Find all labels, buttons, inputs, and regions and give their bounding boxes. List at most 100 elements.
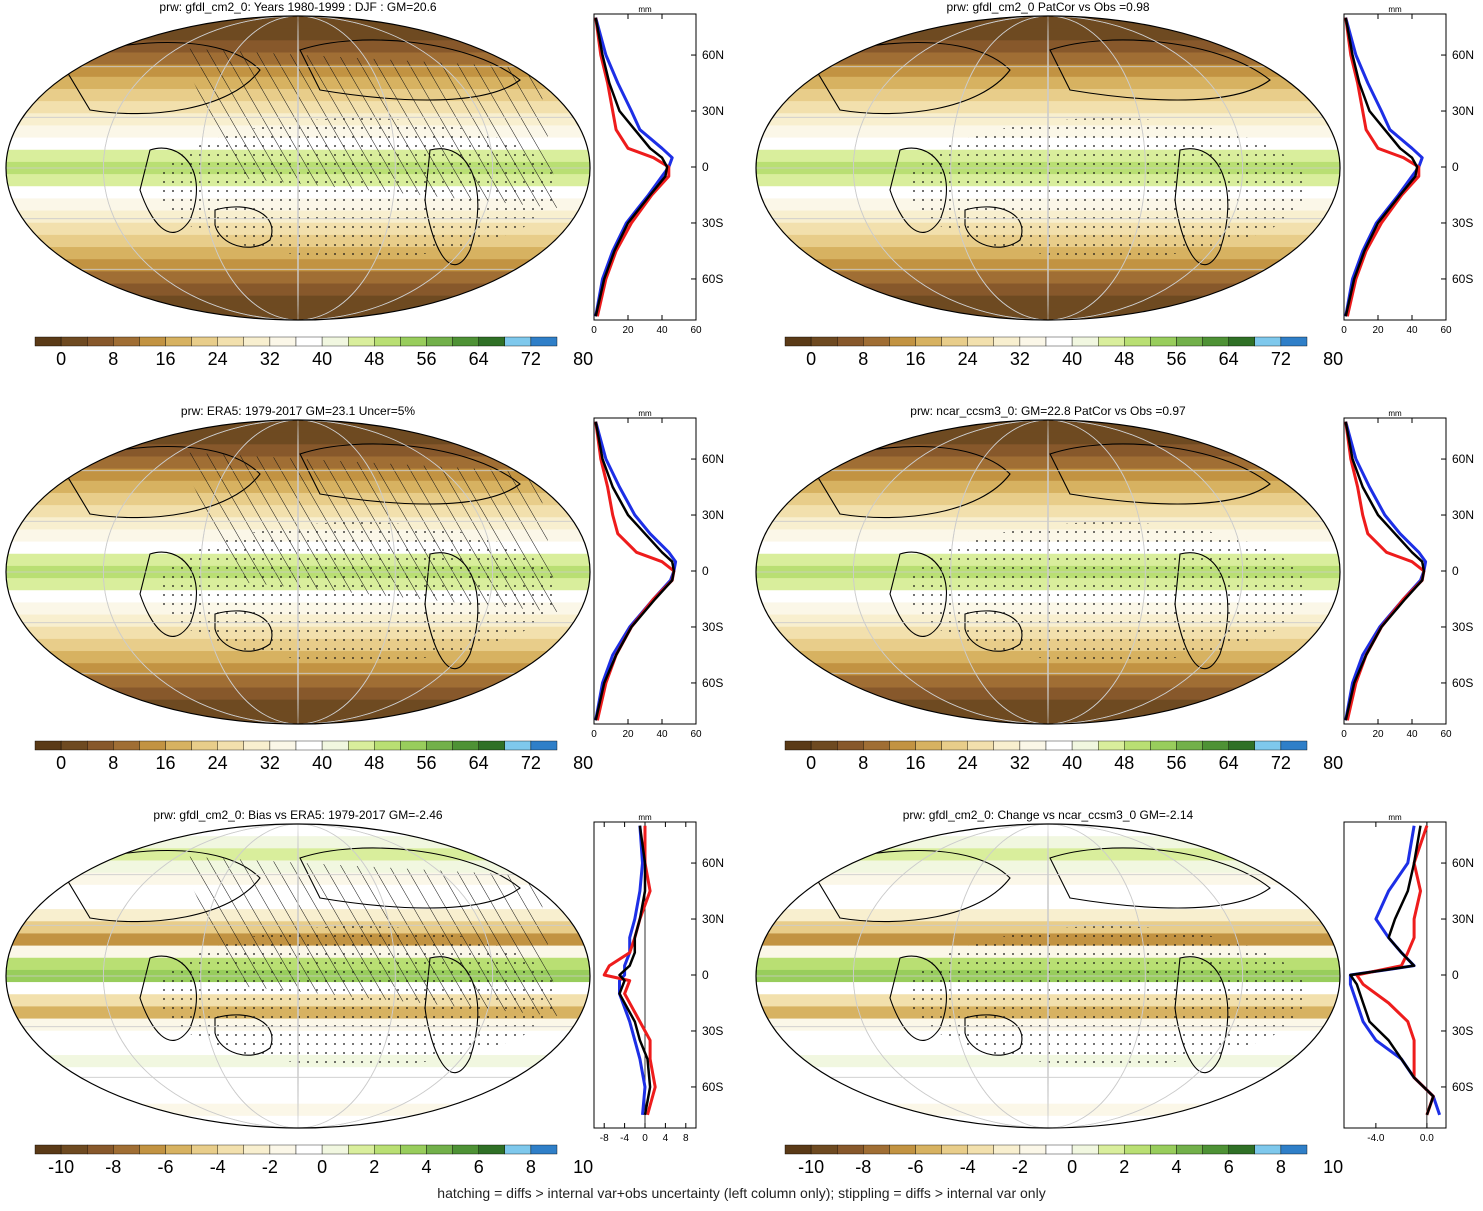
profile-ytick-label: 0 (702, 968, 709, 982)
colorbar-swatch (269, 336, 297, 347)
colorbar-swatch (1150, 1144, 1177, 1155)
colorbar-swatch (1202, 1144, 1229, 1155)
colorbar-label: 8 (858, 349, 868, 369)
colorbar-label: 10 (573, 1157, 593, 1177)
colorbar-label: 64 (469, 349, 489, 369)
colorbar-swatch (1124, 336, 1151, 347)
colorbar-label: 72 (521, 753, 541, 773)
colorbar: 0 8 16 24 32 40 48 56 64 72 80 (34, 336, 593, 369)
profile-xtick-label: 0 (591, 729, 597, 740)
colorbar-swatch (1019, 1144, 1047, 1155)
map-border (755, 15, 1341, 321)
profile-ytick-label: 60N (702, 452, 724, 466)
colorbar-swatch (348, 1144, 375, 1155)
profile-line-black (618, 825, 652, 1116)
map-band (756, 307, 1340, 320)
profile-ytick-label: 0 (1452, 968, 1459, 982)
colorbar-label: 16 (155, 753, 175, 773)
colorbar-swatch (1019, 740, 1047, 751)
colorbar-swatch (374, 740, 401, 751)
colorbar-swatch (810, 740, 838, 751)
colorbar-swatch (889, 336, 916, 347)
colorbar-label: 40 (1062, 753, 1082, 773)
colorbar-swatch (784, 336, 812, 347)
profile-ytick-label: 30N (1452, 912, 1474, 926)
colorbar-swatch (1280, 336, 1308, 347)
colorbar-label: -10 (48, 1157, 74, 1177)
profile-ytick-label: 30S (702, 1024, 723, 1038)
colorbar-swatch (1150, 740, 1177, 751)
coastline (1049, 847, 1271, 909)
profile-ytick-label: 30S (1452, 620, 1473, 634)
map-band (6, 663, 590, 677)
colorbar-swatch (1098, 1144, 1125, 1155)
map-band (756, 1091, 1340, 1105)
panel-2: prw: gfdl_cm2_0 PatCor vs Obs =0.98 0 8 16 2… (755, 0, 1474, 369)
map-band (756, 259, 1340, 273)
map-band (756, 271, 1340, 285)
colorbar-label: 64 (1219, 753, 1239, 773)
colorbar-label: 24 (208, 349, 228, 369)
profile-xtick-label: -8 (600, 1133, 609, 1144)
colorbar-label: 64 (1219, 349, 1239, 369)
colorbar-swatch (967, 1144, 994, 1155)
colorbar-label: 0 (806, 753, 816, 773)
profile-ytick-label: 60N (702, 48, 724, 62)
colorbar-swatch (836, 740, 864, 751)
map-band (756, 1067, 1340, 1081)
colorbar-swatch (1176, 740, 1203, 751)
profile-ytick-label: 30N (702, 912, 724, 926)
profile-xtick-label: 20 (1372, 729, 1384, 740)
map-band (756, 113, 1340, 127)
colorbar-label: 24 (958, 753, 978, 773)
colorbar-label: 80 (1323, 349, 1343, 369)
map-band (756, 517, 1340, 531)
colorbar-label: 0 (56, 349, 66, 369)
colorbar-swatch (295, 1144, 323, 1155)
panel-1: prw: gfdl_cm2_0: Years 1980-1999 : DJF :… (5, 0, 724, 369)
profile-ytick-label: 60N (1452, 856, 1474, 870)
map-field (6, 824, 590, 1128)
zonal-profile: mm 0 20 40 60 60N 30N 0 30S 60S (1341, 5, 1474, 336)
colorbar-swatch (1280, 740, 1308, 751)
map-band (756, 295, 1340, 309)
map-band (756, 675, 1340, 689)
profile-line-red (594, 17, 671, 317)
colorbar-swatch (1176, 336, 1203, 347)
map-field (756, 824, 1340, 1128)
colorbar-label: 0 (806, 349, 816, 369)
colorbar-label: 72 (521, 349, 541, 369)
map-band (756, 663, 1340, 677)
map-field (6, 16, 590, 320)
colorbar-swatch (1071, 1144, 1099, 1155)
map-gridline (102, 824, 494, 1128)
colorbar-swatch (374, 1144, 401, 1155)
colorbar-label: -4 (210, 1157, 226, 1177)
colorbar-swatch (321, 1144, 349, 1155)
colorbar-label: 32 (260, 753, 280, 773)
map-band (756, 1103, 1340, 1117)
colorbar-swatch (1019, 336, 1047, 347)
colorbar-swatch (426, 1144, 453, 1155)
profile-line-black (1344, 421, 1426, 721)
map-field (756, 420, 1340, 724)
colorbar-swatch (863, 740, 890, 751)
profile-line-blue (1344, 17, 1424, 317)
profile-unit: mm (638, 813, 652, 822)
map-band (6, 1079, 590, 1093)
profile-xtick-label: -4.0 (1367, 1133, 1385, 1144)
profile-line-black (1344, 17, 1419, 317)
map-band (6, 307, 590, 320)
colorbar-label: 40 (312, 349, 332, 369)
profile-ytick-label: 60S (1452, 676, 1473, 690)
map-band (756, 88, 1340, 103)
colorbar-swatch (1045, 740, 1073, 751)
profile-xtick-label: 40 (656, 729, 668, 740)
map-band (756, 76, 1340, 90)
colorbar-label: 10 (1323, 1157, 1343, 1177)
colorbar-label: 16 (155, 349, 175, 369)
profile-ytick-label: 60S (702, 676, 723, 690)
colorbar-swatch (1124, 1144, 1151, 1155)
map-band (6, 1091, 590, 1105)
colorbar-label: 8 (526, 1157, 536, 1177)
